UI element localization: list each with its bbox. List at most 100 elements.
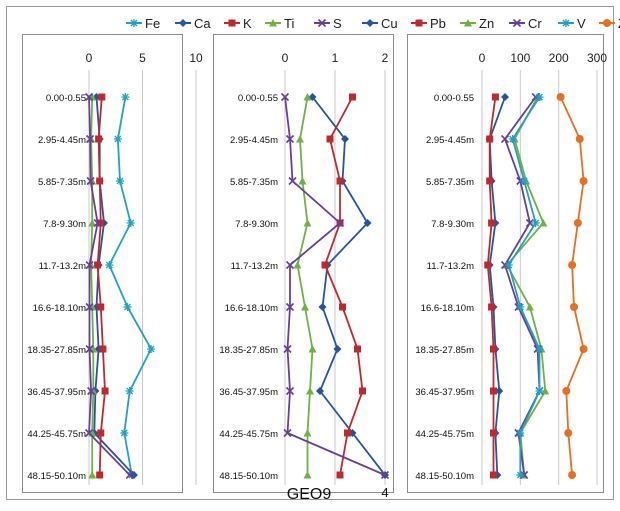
legend-1: Fe Ca K Ti S bbox=[126, 16, 342, 31]
data-point-k bbox=[344, 429, 351, 437]
category-label: 5.85-7.35m bbox=[426, 177, 474, 188]
category-label: 11.7-13.2m bbox=[427, 261, 474, 272]
panel-title: GEO9 bbox=[287, 486, 332, 503]
series-line-ca bbox=[311, 96, 386, 476]
legend-label-pb: Pb bbox=[430, 16, 446, 31]
data-point-pb bbox=[488, 303, 496, 311]
data-point-zr bbox=[573, 219, 582, 227]
data-point-ti bbox=[306, 387, 314, 395]
data-point-pb bbox=[490, 471, 497, 479]
series-line-ti bbox=[90, 96, 95, 475]
data-point-fe bbox=[121, 93, 130, 101]
category-label: 44.25-45.75m bbox=[219, 429, 278, 440]
legend-label-zr: Zr bbox=[618, 16, 620, 31]
panel-3: 0 100 200 300 0.00-0.55 2.95-4.45m 5.85-7.35m 7… bbox=[407, 34, 607, 493]
data-point-pb bbox=[486, 135, 494, 143]
data-point-v bbox=[531, 219, 540, 227]
x-tick-label: 0 bbox=[86, 51, 93, 65]
data-point-ti bbox=[296, 135, 304, 143]
category-label: 16.6-18.10m bbox=[225, 303, 278, 314]
data-point-cu bbox=[495, 387, 504, 395]
data-point-fe bbox=[105, 261, 114, 269]
data-point-fe bbox=[125, 387, 134, 395]
data-point-s bbox=[85, 344, 94, 354]
data-point-ti bbox=[88, 471, 97, 479]
category-label: 16.6-18.10m bbox=[33, 303, 86, 314]
category-label: 44.25-45.75m bbox=[415, 429, 474, 440]
data-point-pb bbox=[491, 93, 499, 101]
data-point-zr bbox=[564, 429, 573, 437]
data-point-k bbox=[336, 177, 344, 185]
legend-marker-fe bbox=[130, 19, 138, 27]
data-point-v bbox=[504, 261, 513, 269]
data-point-s bbox=[285, 302, 295, 312]
legend-marker-zn bbox=[464, 19, 472, 27]
data-point-pb bbox=[488, 219, 496, 227]
category-label: 44.25-45.75m bbox=[27, 429, 86, 440]
data-point-s bbox=[125, 470, 134, 480]
series-line-ti bbox=[296, 96, 314, 475]
data-point-fe bbox=[123, 303, 132, 311]
data-point-pb bbox=[490, 429, 497, 437]
data-point-k bbox=[349, 93, 356, 101]
data-point-zr bbox=[562, 387, 571, 395]
data-point-s bbox=[285, 260, 295, 270]
data-point-s bbox=[85, 260, 94, 270]
data-point-ca bbox=[316, 387, 324, 395]
legend-marker-zr bbox=[603, 19, 611, 27]
x-tick-label: 300 bbox=[587, 51, 607, 65]
data-point-k bbox=[354, 345, 361, 353]
data-point-zn bbox=[541, 387, 550, 395]
data-point-v bbox=[508, 135, 517, 143]
data-point-k bbox=[97, 429, 105, 437]
legend-marker-s bbox=[317, 18, 327, 28]
legend-marker-k bbox=[228, 19, 236, 27]
legend-label-zn: Zn bbox=[479, 16, 494, 31]
data-point-ti bbox=[301, 303, 309, 311]
data-point-s bbox=[84, 428, 94, 438]
data-point-v bbox=[535, 345, 544, 353]
category-label: 5.85-7.35m bbox=[38, 177, 86, 188]
panel-2: 0 1 2 0.00-0.55 2.95-4.45m 5.85-7.35m 7.8-9.30… bbox=[213, 34, 394, 503]
category-label: 7.8-9.30m bbox=[431, 219, 474, 230]
data-point-k bbox=[101, 387, 109, 395]
data-point-ca bbox=[363, 219, 372, 227]
data-point-ti bbox=[298, 177, 307, 185]
data-point-s bbox=[283, 428, 292, 438]
data-point-zr bbox=[579, 177, 588, 185]
data-point-k bbox=[97, 303, 105, 311]
data-point-zn bbox=[539, 219, 548, 227]
category-label: 7.8-9.30m bbox=[235, 219, 278, 230]
panel-frame bbox=[213, 34, 394, 493]
data-point-ti bbox=[88, 219, 97, 227]
data-point-ti bbox=[303, 93, 312, 101]
data-point-k bbox=[336, 471, 344, 479]
legend-label-ca: Ca bbox=[194, 16, 211, 31]
data-point-k bbox=[99, 345, 107, 353]
data-point-v bbox=[535, 387, 544, 395]
axis-annotation: 4 bbox=[381, 485, 388, 500]
data-point-v bbox=[516, 471, 525, 479]
data-point-zr bbox=[575, 135, 584, 143]
category-label: 18.35-27.85m bbox=[415, 345, 474, 356]
data-point-ca bbox=[333, 345, 342, 353]
legend-label-cu: Cu bbox=[381, 16, 398, 31]
category-label: 36.45-37.95m bbox=[219, 387, 278, 398]
data-point-ti bbox=[303, 471, 312, 479]
x-tick-label: 100 bbox=[510, 51, 530, 65]
data-point-s bbox=[285, 134, 295, 144]
data-point-s bbox=[86, 176, 95, 186]
category-label: 7.8-9.30m bbox=[43, 219, 86, 230]
data-point-ti bbox=[308, 345, 317, 353]
legend-marker-ti bbox=[269, 19, 277, 27]
category-label: 0.00-0.55 bbox=[46, 93, 86, 104]
category-label: 11.7-13.2m bbox=[39, 261, 86, 272]
x-tick-label: 0 bbox=[479, 51, 486, 65]
category-label: 5.85-7.35m bbox=[230, 177, 278, 188]
x-tick-label: 0 bbox=[282, 51, 289, 65]
legend-label-fe: Fe bbox=[145, 16, 160, 31]
legend-label-s: S bbox=[333, 16, 342, 31]
data-point-fe bbox=[116, 177, 125, 185]
category-label: 0.00-0.55 bbox=[238, 93, 278, 104]
data-point-k bbox=[326, 135, 334, 143]
